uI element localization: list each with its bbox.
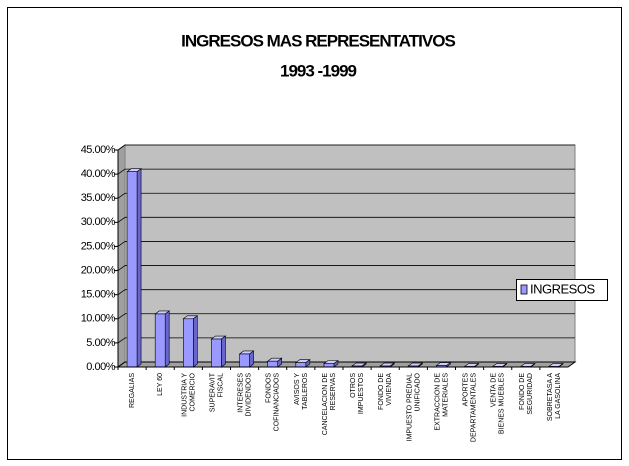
bar [266, 357, 283, 368]
bar-front [295, 362, 307, 368]
chart-subtitle: 1993 -1999 [280, 61, 357, 80]
bar [182, 315, 199, 368]
x-tick-label: FONDO DESEGURIDAD [519, 373, 534, 415]
x-tick-label: IMPUESTO PREDIALUNIFICADO [406, 372, 421, 441]
grid-line-side [117, 337, 126, 344]
grid-line-side [117, 168, 126, 175]
bar-side [249, 350, 254, 368]
x-tick-label: INDUSTRIA YCOMERCIO [181, 372, 196, 416]
x-tick-label: FONDOSCOFINANCIADOS [266, 373, 281, 432]
bar-side [164, 310, 170, 368]
x-tick-label: AVISOS YTABLEROS [294, 373, 309, 410]
legend-label: INGRESOS [530, 281, 595, 296]
bar [210, 335, 227, 368]
side-wall [117, 144, 126, 368]
y-tick-label: 30.00% [81, 216, 116, 228]
bar [126, 168, 142, 368]
bar-front [239, 353, 250, 368]
y-tick-label: 15.00% [81, 289, 116, 301]
x-tick-label: CANCELACION DERESERVAS [322, 373, 337, 436]
grid-line-side [117, 265, 126, 271]
grid-line-side [117, 361, 126, 368]
y-tick-label: 5.00% [86, 337, 115, 349]
y-tick-label: 20.00% [81, 264, 116, 276]
bar-front [126, 171, 138, 368]
y-tick-label: 35.00% [81, 192, 116, 204]
grid-line-side [117, 241, 126, 247]
bar [238, 350, 255, 368]
x-tick-label: APORTESDEPARTAMENTALES [462, 373, 477, 442]
bar-front [154, 313, 166, 368]
bar-front [211, 338, 222, 368]
grid-line-side [117, 313, 126, 320]
y-tick-label: 10.00% [81, 313, 116, 325]
x-tick-label: FONDO DEVIVIENDA [378, 373, 393, 410]
bar [435, 361, 452, 368]
bar-front [267, 360, 278, 368]
legend-swatch [520, 284, 528, 295]
chart-title: INGRESOS MAS REPRESENTATIVOS [181, 31, 455, 50]
y-tick-label: 40.00% [81, 168, 116, 180]
bar [294, 359, 311, 368]
x-tick-label: VENTA DEBIENES MUEBLES [491, 373, 506, 434]
bar-side [136, 168, 142, 368]
x-tick-label: INTERESESDIVIDENDOS [237, 373, 252, 417]
bar [154, 310, 171, 368]
grid-line-side [117, 192, 126, 199]
grid-line-side [117, 289, 126, 295]
y-tick-label: 0.00% [86, 361, 115, 373]
bar [323, 360, 339, 368]
y-tick-label: 45.00% [81, 144, 116, 156]
y-tick-label: 25.00% [81, 240, 116, 252]
legend-box [516, 279, 608, 301]
x-tick-label: LEY 60 [157, 373, 164, 396]
bar-side [193, 315, 198, 368]
bar-side [221, 335, 226, 368]
grid-line-side [117, 217, 126, 223]
bar-front [183, 318, 194, 368]
x-tick-label: OTROSIMPUESTOS [350, 373, 365, 414]
bar-front [323, 363, 335, 368]
x-tick-label: EXTRACCION DEMATERIALES [434, 373, 449, 431]
grid-line-side [117, 144, 126, 151]
x-tick-label: SUPERAVITFISCAL [209, 372, 224, 412]
x-tick-label: REGALIAS [129, 373, 136, 408]
x-tick-label: SOBRETASA ALA GASOLINA [547, 373, 562, 421]
